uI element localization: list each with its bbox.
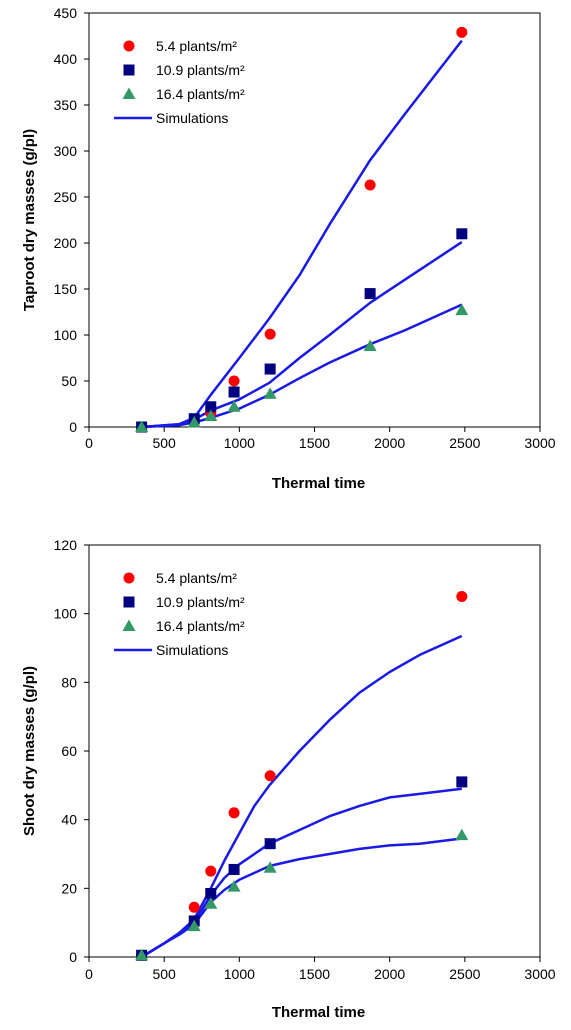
- y-tick-label: 450: [54, 5, 78, 21]
- legend-marker: [123, 40, 135, 52]
- x-tick-label: 0: [85, 966, 93, 982]
- y-tick-label: 120: [54, 537, 78, 553]
- data-point: [228, 386, 240, 398]
- x-tick-label: 2000: [374, 435, 405, 451]
- data-point: [135, 948, 149, 961]
- data-point: [363, 339, 377, 352]
- y-tick-label: 100: [54, 327, 78, 343]
- legend-label: 5.4 plants/m²: [156, 570, 237, 586]
- data-point: [455, 303, 469, 316]
- chart-1: 0 50 100 150 200 250 300 350 400 450 0 500 1000 1500 2…: [21, 5, 556, 492]
- data-point: [264, 838, 276, 850]
- y-tick-label: 150: [54, 281, 78, 297]
- data-point: [135, 420, 149, 432]
- y-tick-label: 400: [54, 51, 78, 67]
- data-point: [205, 865, 217, 877]
- data-point: [264, 770, 276, 782]
- x-tick-label: 1500: [299, 435, 330, 451]
- y-tick-label: 50: [61, 373, 77, 389]
- x-axis-title: Thermal time: [272, 1004, 365, 1021]
- data-point: [456, 591, 468, 602]
- data-point: [205, 887, 217, 899]
- y-tick-label: 200: [54, 235, 78, 251]
- data-point: [188, 901, 200, 913]
- y-tick-label: 40: [61, 812, 77, 828]
- x-tick-label: 3000: [524, 966, 555, 982]
- data-point: [205, 401, 217, 413]
- legend-marker: [122, 87, 136, 99]
- x-tick-label: 1000: [224, 435, 255, 451]
- x-tick-label: 1500: [299, 966, 330, 982]
- x-tick-label: 1000: [224, 966, 255, 982]
- data-point: [204, 409, 218, 421]
- legend-marker: [123, 64, 135, 76]
- legend-label: 5.4 plants/m²: [156, 38, 237, 54]
- data-point: [228, 863, 240, 875]
- legend-label: Simulations: [156, 642, 228, 658]
- simulation-curve: [140, 837, 462, 959]
- legend-label: 16.4 plants/m²: [156, 618, 245, 634]
- legend-marker: [123, 572, 135, 584]
- data-point: [227, 400, 241, 412]
- data-point: [187, 415, 201, 428]
- y-tick-label: 300: [54, 143, 78, 159]
- y-tick-label: 100: [54, 606, 78, 622]
- data-point: [187, 919, 201, 932]
- legend-label: 16.4 plants/m²: [156, 86, 245, 102]
- legend-label: 10.9 plants/m²: [156, 62, 245, 78]
- data-point: [364, 288, 376, 300]
- data-point: [204, 897, 218, 909]
- y-tick-label: 20: [61, 880, 77, 896]
- data-point: [263, 387, 277, 399]
- legend-marker: [122, 619, 136, 631]
- y-axis-title: Taproot dry masses (g/pl): [21, 129, 38, 311]
- legend: 5.4 plants/m² 10.9 plants/m² 16.4 plants/m…: [114, 570, 245, 658]
- y-axis-title: Shoot dry masses (g/pl): [21, 666, 38, 836]
- legend-label: 10.9 plants/m²: [156, 594, 245, 610]
- y-tick-label: 0: [69, 419, 77, 435]
- data-point: [456, 228, 468, 240]
- x-tick-label: 500: [152, 435, 176, 451]
- x-tick-label: 2500: [449, 435, 480, 451]
- simulation-curve: [141, 303, 463, 429]
- y-tick-label: 250: [54, 189, 78, 205]
- x-tick-label: 2000: [374, 966, 405, 982]
- data-point: [455, 828, 469, 841]
- x-tick-label: 0: [85, 435, 93, 451]
- data-point: [264, 328, 276, 340]
- x-tick-label: 3000: [524, 435, 555, 451]
- legend-label: Simulations: [156, 110, 228, 126]
- data-point: [264, 363, 276, 375]
- data-point: [228, 375, 240, 387]
- y-tick-label: 60: [61, 743, 77, 759]
- y-tick-label: 0: [69, 949, 77, 965]
- legend: 5.4 plants/m² 10.9 plants/m² 16.4 plants/m…: [114, 38, 245, 126]
- x-tick-label: 2500: [449, 966, 480, 982]
- data-point: [456, 26, 468, 38]
- legend-marker: [123, 596, 135, 608]
- data-point: [364, 179, 376, 191]
- y-tick-label: 350: [54, 97, 78, 113]
- data-point: [263, 861, 277, 873]
- x-axis-title: Thermal time: [272, 475, 365, 492]
- y-tick-label: 80: [61, 674, 77, 690]
- simulation-curve: [140, 787, 462, 959]
- chart-2: 0 20 40 60 80 100 120 0 500 1000 1500 2000 2500 3000 T…: [21, 537, 556, 1021]
- x-tick-label: 500: [152, 966, 176, 982]
- data-point: [456, 776, 468, 788]
- data-point: [228, 807, 240, 819]
- data-point: [227, 880, 241, 892]
